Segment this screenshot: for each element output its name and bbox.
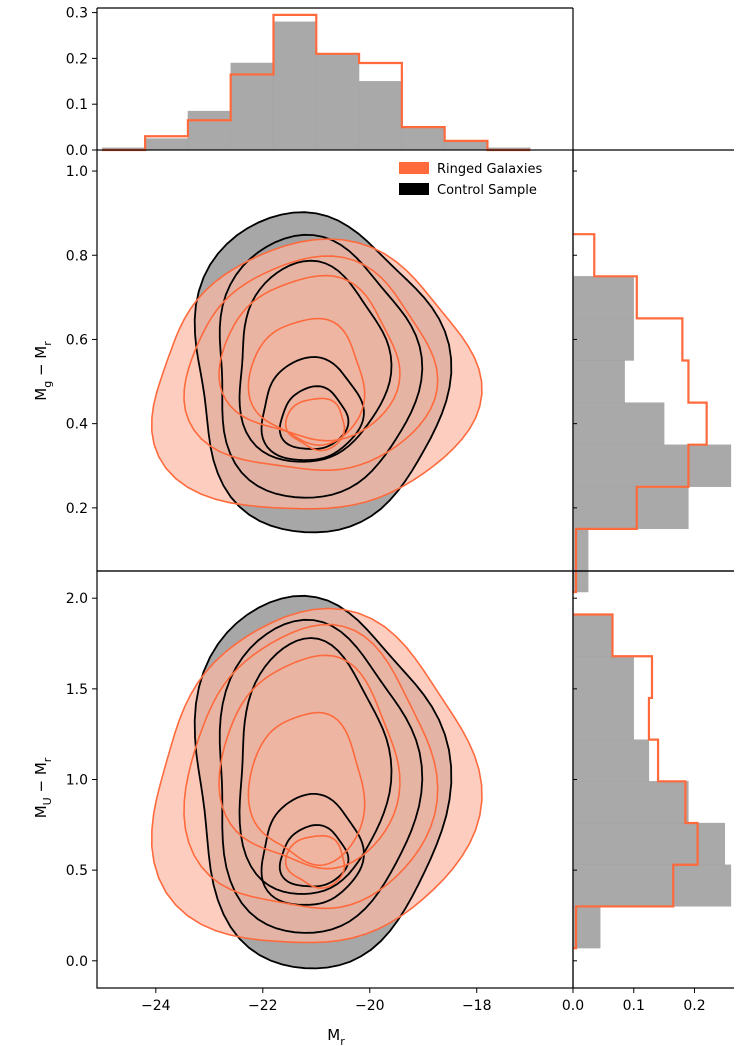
y-tick-label: 0.0: [66, 954, 88, 970]
x-tick-label: 0.0: [562, 998, 584, 1014]
legend-label-control: Control Sample: [437, 183, 537, 198]
control-hist-bar: [572, 276, 634, 319]
ringed-contour-fill-1: [151, 239, 482, 509]
y-tick-label: 0.2: [66, 51, 88, 67]
svg-text:MU − Mr: MU − Mr: [32, 757, 54, 818]
legend-label-ringed: Ringed Galaxies: [437, 162, 542, 177]
lower-kde-panel: 0.0 0.5 1.0 1.5 2.0 −24 −22 −20 −18: [66, 570, 574, 1014]
ringed-contour-line-3: [218, 654, 401, 870]
control-contour-line-5: [278, 824, 350, 888]
ringed-hist-step: [573, 233, 708, 594]
control-hist-bar: [572, 656, 634, 699]
ringed-contour-line-5: [284, 835, 346, 889]
plot-area: [150, 594, 483, 970]
upper-kde-panel: 0.2 0.4 0.6 0.8 1.0: [66, 149, 574, 572]
control-hist-bar: [572, 360, 625, 403]
control-hist-bar: [572, 318, 634, 361]
right-upper-marginal-histogram: [572, 149, 734, 594]
ringed-contour-fill-1: [151, 608, 482, 943]
upper-y-axis-label: Mg − Mr: [32, 341, 54, 401]
ringed-contour-line-3: [218, 274, 401, 442]
svg-text:Mg − Mr: Mg − Mr: [32, 341, 54, 401]
control-hist-bar: [401, 126, 445, 151]
control-hist-bar: [572, 906, 601, 949]
control-hist-bar: [187, 110, 231, 151]
control-contour-line-4: [260, 793, 365, 906]
y-tick-label: 0.8: [66, 248, 88, 264]
control-hist-bar: [358, 81, 403, 151]
control-contour-line-4: [260, 356, 365, 462]
x-axis-label: Mr: [327, 1026, 345, 1046]
control-contour-line-5: [278, 385, 350, 450]
control-hist-bar: [572, 781, 689, 824]
control-hist-bar: [273, 21, 317, 151]
svg-text:Mr: Mr: [327, 1026, 345, 1046]
control-contour-line-2: [218, 618, 424, 934]
lower-y-axis-label: MU − Mr: [32, 757, 54, 818]
control-hist-bar: [572, 739, 650, 782]
ringed-contour-line-1: [150, 238, 483, 510]
control-hist-bar: [572, 614, 613, 657]
control-contour-line-1: [193, 594, 453, 970]
legend-swatch-control: [399, 183, 429, 195]
y-tick-label: 0.1: [66, 97, 88, 113]
ringed-contour-line-1: [150, 607, 483, 944]
control-hist-bar: [316, 53, 360, 151]
control-hist-bar: [572, 486, 689, 530]
control-hist-bar: [444, 140, 488, 151]
top-marginal-histogram: 0.0 0.1 0.2 0.3: [66, 6, 574, 159]
control-hist-bar: [572, 697, 634, 740]
y-tick-label: 1.5: [66, 682, 88, 698]
ringed-contour-fill-4: [248, 318, 365, 446]
ringed-contour-fill-3: [219, 655, 400, 869]
ringed-contour-fill-5: [285, 835, 345, 889]
ringed-contour-fill-5: [285, 398, 345, 451]
y-tick-label: 0.6: [66, 332, 88, 348]
y-tick-label: 0.4: [66, 417, 88, 433]
control-hist-bar: [572, 444, 732, 487]
x-tick-label: 0.2: [683, 998, 705, 1014]
y-tick-label: 2.0: [66, 591, 88, 607]
y-tick-label: 0.3: [66, 6, 88, 22]
ringed-contour-line-2: [183, 255, 439, 471]
ringed-hist-step: [102, 13, 531, 152]
x-tick-label: −22: [248, 998, 278, 1014]
ringed-contour-line-5: [284, 397, 346, 452]
control-hist-bar: [572, 822, 726, 865]
control-hist-bar: [572, 402, 665, 445]
y-tick-label: 1.0: [66, 164, 88, 180]
control-hist-bar: [144, 138, 189, 151]
x-tick-label: −18: [462, 998, 492, 1014]
legend-swatch-ringed: [399, 162, 429, 174]
x-tick-label: −24: [141, 998, 171, 1014]
plot-area: [150, 211, 483, 534]
y-tick-label: 0.0: [66, 143, 88, 159]
x-tick-label: −20: [355, 998, 385, 1014]
control-contour-line-3: [238, 637, 393, 895]
ringed-contour-line-4: [247, 711, 366, 867]
legend: Ringed Galaxies Control Sample: [399, 162, 542, 198]
ringed-contour-fill-4: [248, 712, 365, 866]
y-tick-label: 0.5: [66, 863, 88, 879]
y-tick-label: 0.2: [66, 501, 88, 517]
control-hist-bar: [572, 864, 732, 907]
ringed-contour-line-2: [183, 623, 439, 910]
control-hist-bar: [230, 62, 274, 151]
right-lower-marginal-histogram: 0.0 0.1 0.2: [562, 570, 734, 1014]
ringed-hist-step: [573, 613, 699, 950]
y-tick-label: 1.0: [66, 773, 88, 789]
x-tick-label: 0.1: [623, 998, 645, 1014]
